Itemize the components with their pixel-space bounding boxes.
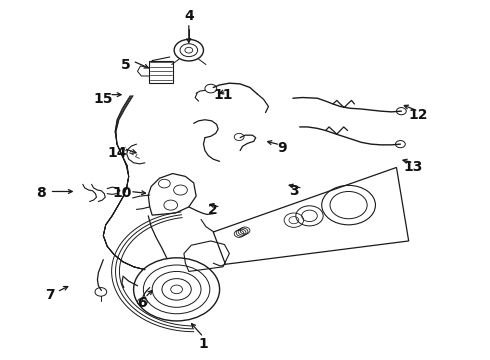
Text: 6: 6 bbox=[138, 296, 147, 310]
Text: 10: 10 bbox=[112, 185, 131, 199]
Text: 8: 8 bbox=[36, 185, 46, 199]
Text: 12: 12 bbox=[409, 108, 428, 122]
Text: 13: 13 bbox=[404, 161, 423, 175]
Text: 14: 14 bbox=[107, 146, 127, 160]
Text: 2: 2 bbox=[208, 203, 218, 217]
Text: 9: 9 bbox=[277, 141, 287, 155]
Text: 1: 1 bbox=[198, 337, 208, 351]
Text: 5: 5 bbox=[121, 58, 130, 72]
Text: 3: 3 bbox=[289, 184, 299, 198]
Text: 11: 11 bbox=[213, 87, 233, 102]
Text: 4: 4 bbox=[184, 9, 194, 23]
Text: 15: 15 bbox=[94, 92, 113, 106]
Text: 7: 7 bbox=[45, 288, 54, 302]
